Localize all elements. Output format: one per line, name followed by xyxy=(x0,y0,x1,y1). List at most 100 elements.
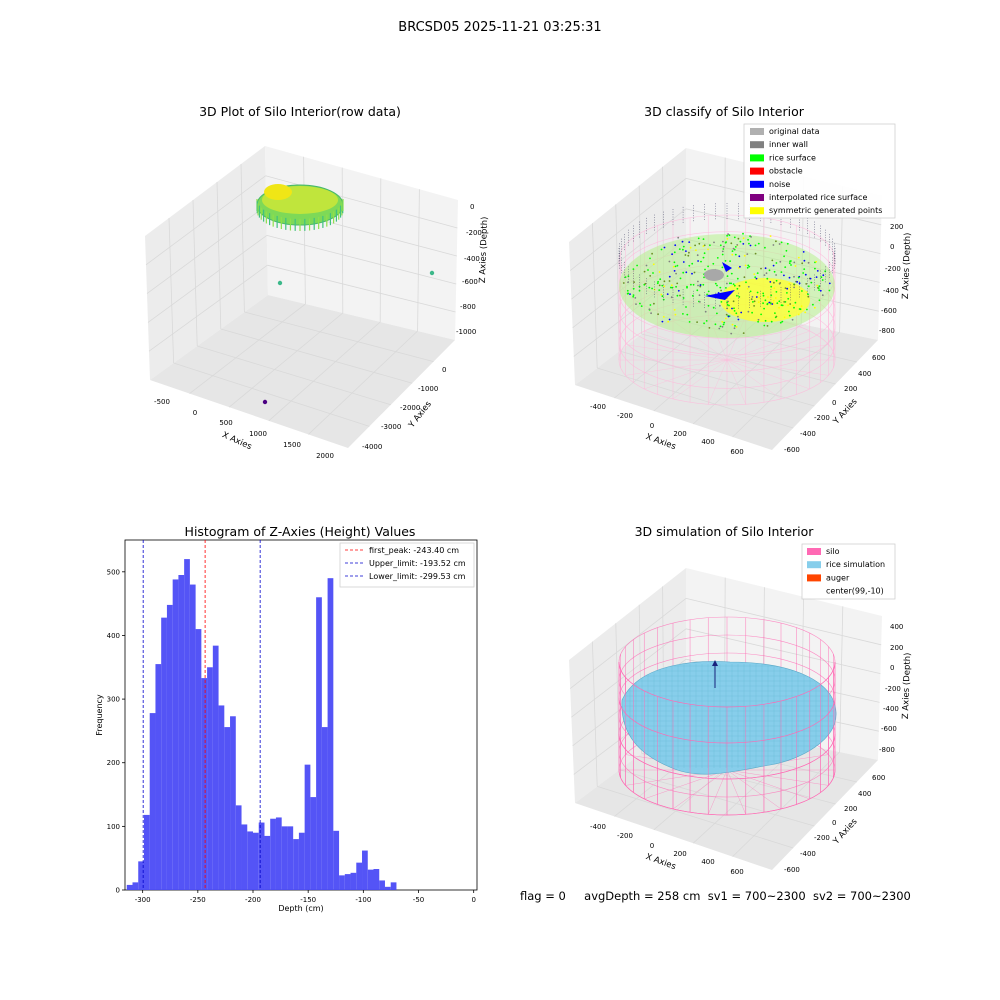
simulation-y-tick: 0 xyxy=(832,819,836,827)
grid-line xyxy=(266,235,457,285)
classify-cloud-point xyxy=(738,284,741,287)
classify-cloud-point xyxy=(629,293,631,295)
classify-cloud-point xyxy=(719,304,721,307)
grid-line xyxy=(197,345,391,406)
simulation-auger-tip-icon xyxy=(712,660,718,666)
classify-cloud-point xyxy=(807,293,809,296)
classify-cloud-point xyxy=(753,300,756,303)
classify-cloud-point xyxy=(738,255,741,258)
classify-cloud-point xyxy=(763,274,766,276)
classify-cloud-point xyxy=(695,249,697,252)
classify-cloud-point xyxy=(658,271,661,273)
grid-line xyxy=(192,199,198,347)
classify-cloud-point xyxy=(818,285,821,288)
histogram-bar xyxy=(310,797,317,890)
grid-line xyxy=(341,167,344,314)
grid-line xyxy=(146,205,267,294)
classify-cloud-point xyxy=(732,283,735,285)
classify-cloud-point xyxy=(801,290,803,292)
classify-cloud-point xyxy=(702,256,705,259)
legend-label: rice surface xyxy=(769,153,816,162)
y-tick-label: 400 xyxy=(107,632,120,640)
classify-z-tick: -800 xyxy=(879,327,895,335)
classify-cloud-point xyxy=(726,275,729,277)
grid-line xyxy=(228,312,344,408)
classify-cloud-point xyxy=(702,283,705,286)
histogram-bar xyxy=(356,862,363,890)
simulation-y-tick: -600 xyxy=(784,866,800,874)
classify-cloud-point xyxy=(796,281,799,283)
classify-cloud-point xyxy=(786,292,788,294)
classify-cloud-point xyxy=(728,304,730,307)
classify-cloud-point xyxy=(746,253,749,256)
histogram-bar xyxy=(138,861,144,890)
classify-cloud-point xyxy=(742,232,744,235)
histogram-bar xyxy=(293,839,299,890)
classify-cloud-point xyxy=(816,284,819,287)
classify-cloud-point xyxy=(803,268,806,270)
grid-line xyxy=(571,208,687,300)
grid-line xyxy=(265,175,458,229)
classify-cloud-point xyxy=(735,312,738,315)
classify-cloud-point xyxy=(653,302,655,305)
classify-cloud-point xyxy=(716,257,719,259)
classify-cloud-point xyxy=(668,260,671,263)
x-tick-label: 0 xyxy=(471,896,475,904)
classify-cloud-point xyxy=(648,308,651,311)
histogram-bar xyxy=(161,617,167,890)
classify-cloud-point xyxy=(751,296,754,298)
raw-x-tick: 1000 xyxy=(249,430,267,438)
classify-cloud-point xyxy=(676,294,679,297)
classify-cloud-point xyxy=(672,265,675,268)
classify-cloud-point xyxy=(762,292,765,295)
classify-cloud-point xyxy=(632,294,635,296)
classify-cloud-point xyxy=(633,281,635,283)
classify-cloud-point xyxy=(707,248,709,251)
silo-spoke xyxy=(726,359,746,405)
grid-line xyxy=(619,769,815,827)
grid-line xyxy=(148,264,268,352)
classify-cloud-point xyxy=(742,332,745,334)
classify-cloud-point xyxy=(688,251,690,254)
classify-cloud-point xyxy=(702,238,705,241)
classify-cloud-point xyxy=(793,306,795,309)
classify-cloud-point xyxy=(736,277,739,280)
legend-label: symmetric generated points xyxy=(769,206,882,215)
raw-x-tick: 1500 xyxy=(283,441,301,449)
classify-cloud-point xyxy=(661,284,664,287)
classify-cloud-point xyxy=(747,310,750,313)
classify-cloud-point xyxy=(807,285,810,288)
histogram-bar xyxy=(212,645,219,890)
raw-plot-panel: 3D Plot of Silo Interior(row data) -500 … xyxy=(145,104,490,460)
classify-cloud-point xyxy=(674,244,677,247)
legend-swatch xyxy=(750,154,764,162)
avg-depth-text: avgDepth = 258 cm xyxy=(584,889,701,903)
classify-cloud-point xyxy=(735,326,738,328)
raw-outlier-point xyxy=(277,280,283,286)
classify-cloud-point xyxy=(694,244,696,247)
classify-cloud-point xyxy=(772,244,775,246)
classify-z-tick: 200 xyxy=(890,223,903,231)
classify-cloud-point xyxy=(658,289,661,291)
silo-spoke xyxy=(726,769,782,810)
silo-spoke xyxy=(644,769,728,800)
histogram-bar xyxy=(327,578,334,890)
classify-cloud-point xyxy=(650,312,652,315)
classify-y-tick: 400 xyxy=(858,370,871,378)
legend-swatch xyxy=(750,180,764,188)
classify-cloud-point xyxy=(673,261,676,264)
grid-line xyxy=(597,786,794,849)
classify-cloud-point xyxy=(721,266,724,269)
classify-cloud-point xyxy=(652,263,655,266)
classify-cloud-point xyxy=(691,262,694,265)
classify-cloud-point xyxy=(732,247,735,250)
raw-y-tick: -3000 xyxy=(381,423,401,431)
classify-cloud-point xyxy=(736,294,738,297)
histogram-bar xyxy=(201,678,208,890)
classify-cloud-point xyxy=(763,324,766,327)
classify-cloud-point xyxy=(661,295,664,298)
classify-cloud-point xyxy=(773,281,775,284)
classify-cloud-point xyxy=(697,284,699,287)
classify-cloud-point xyxy=(760,313,762,316)
classify-cloud-point xyxy=(769,302,772,305)
